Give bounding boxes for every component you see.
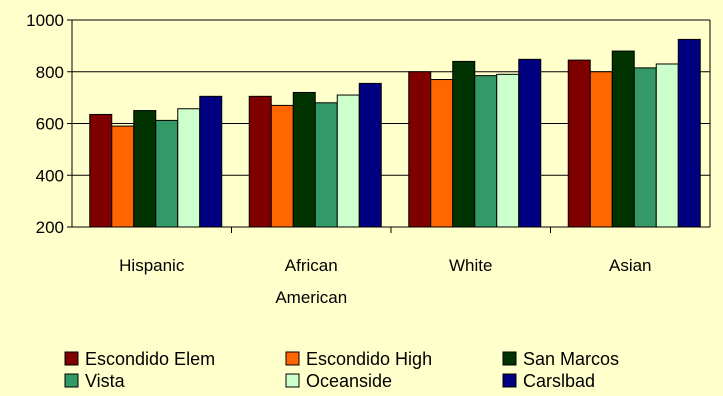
legend-label: Vista (85, 371, 126, 391)
x-category-labels: Hispanic African American White Asian (119, 256, 651, 307)
bar (518, 58, 542, 228)
bar (155, 119, 179, 228)
bar (496, 73, 520, 228)
bars (89, 38, 701, 228)
bar (408, 71, 432, 228)
legend-label: San Marcos (523, 349, 619, 369)
bar (336, 94, 360, 228)
legend: Escondido Elem Escondido High San Marcos Vi… (64, 349, 619, 391)
bar (358, 82, 382, 228)
bar (452, 60, 476, 228)
legend-swatch (502, 351, 517, 366)
bar (314, 102, 338, 228)
bar (199, 95, 223, 228)
bar (655, 63, 679, 228)
legend-swatch (64, 373, 79, 388)
legend-label: Escondido High (306, 349, 432, 369)
legend-swatch (64, 351, 79, 366)
bar (177, 108, 201, 228)
legend-label: Escondido Elem (85, 349, 215, 369)
bar (677, 38, 701, 228)
legend-swatch (502, 373, 517, 388)
bar (611, 50, 635, 228)
y-tick-label: 1000 (26, 11, 64, 30)
y-tick-labels: 200 400 600 800 1000 (26, 11, 64, 237)
y-tick-label: 200 (36, 218, 64, 237)
axes (67, 19, 710, 233)
bar (633, 67, 657, 228)
x-category-label: American (275, 288, 347, 307)
bar (270, 104, 294, 228)
y-tick-label: 400 (36, 166, 64, 185)
bar (474, 75, 498, 228)
bar (89, 113, 113, 228)
x-category-label: Asian (609, 256, 652, 275)
x-category-label: White (449, 256, 492, 275)
bar (111, 125, 135, 228)
bar (567, 59, 591, 228)
legend-label: Carslbad (523, 371, 595, 391)
x-category-label: African (285, 256, 338, 275)
bar (430, 79, 454, 228)
x-category-label: Hispanic (119, 256, 185, 275)
bar (133, 110, 157, 228)
bar (292, 91, 316, 228)
legend-swatch (285, 351, 300, 366)
y-tick-label: 800 (36, 63, 64, 82)
legend-swatch (285, 373, 300, 388)
bar (248, 95, 272, 228)
y-tick-label: 600 (36, 115, 64, 134)
bar (589, 71, 613, 228)
legend-label: Oceanside (306, 371, 392, 391)
